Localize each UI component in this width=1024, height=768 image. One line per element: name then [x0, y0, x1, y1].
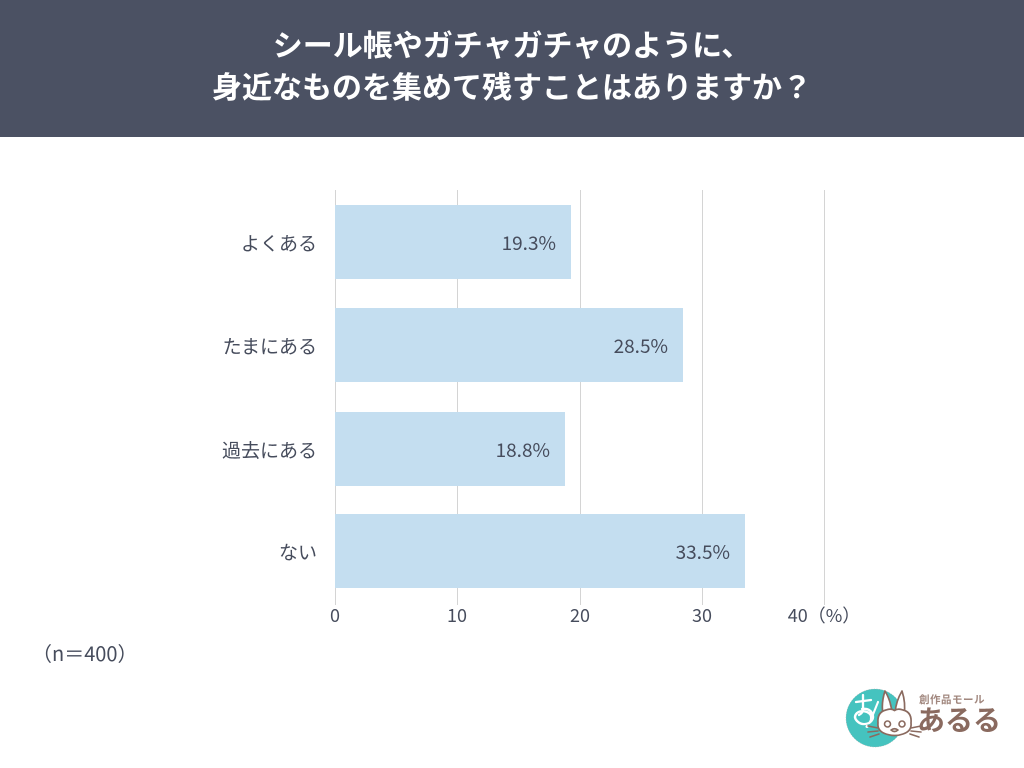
svg-text:あるる: あるる [917, 699, 1001, 739]
